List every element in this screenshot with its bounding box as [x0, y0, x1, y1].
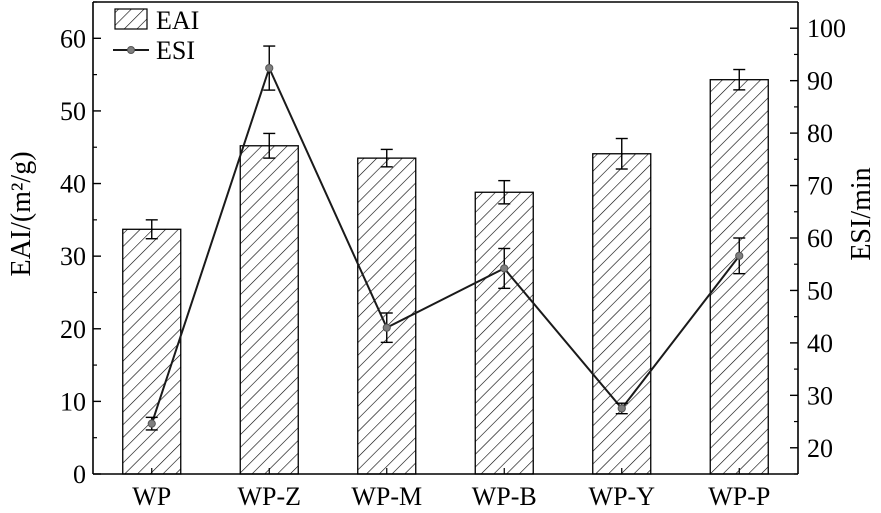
x-tick-label: WP-Y	[589, 482, 656, 511]
y-axis-title-left: EAI/(m²/g)	[6, 151, 37, 276]
y-axis-title-right: ESI/min	[846, 167, 877, 260]
esi-point-3	[500, 264, 509, 273]
y-tick-label-right: 20	[807, 434, 833, 463]
esi-point-5	[735, 251, 744, 260]
y-tick-label-left: 40	[60, 170, 86, 199]
legend-label-esi: ESI	[156, 36, 195, 65]
y-tick-label-right: 30	[807, 381, 833, 410]
y-tick-label-right: 60	[807, 224, 833, 253]
x-tick-label: WP-B	[472, 482, 537, 511]
bar-eai-wp-y	[592, 153, 652, 475]
bar-eai-wp-z	[239, 145, 299, 475]
esi-point-2	[382, 323, 391, 332]
y-tick-label-left: 50	[60, 97, 86, 126]
esi-line	[150, 65, 741, 424]
legend-swatch-eai	[114, 8, 148, 30]
y-tick-label-right: 90	[807, 67, 833, 96]
y-tick-label-right: 80	[807, 119, 833, 148]
x-tick-label: WP	[132, 482, 171, 511]
y-tick-label-left: 10	[60, 387, 86, 416]
x-tick-label: WP-M	[351, 482, 422, 511]
legend-label-eai: EAI	[156, 6, 199, 35]
legend-marker-esi	[127, 46, 135, 54]
y-tick-label-right: 40	[807, 329, 833, 358]
y-tick-label-left: 0	[73, 460, 86, 489]
y-tick-label-right: 50	[807, 276, 833, 305]
x-tick-label: WP-P	[708, 482, 770, 511]
esi-point-1	[265, 63, 274, 73]
bar-eai-wp	[122, 228, 182, 475]
esi-point-4	[617, 404, 626, 413]
bar-eai-wp-p	[709, 79, 769, 475]
legend: EAI ESI	[113, 6, 199, 65]
y-tick-label-left: 30	[60, 242, 86, 271]
plot-area: 0 10 20 30 40 50 60 20 30 40 50 60 70 80 90 100 WP WP-Z WP…	[60, 1, 846, 511]
bar-eai-wp-b	[474, 191, 534, 475]
y-tick-label-left: 20	[60, 315, 86, 344]
y-tick-label-right: 70	[807, 172, 833, 201]
y-tick-label-right: 100	[807, 14, 846, 43]
y-tick-label-left: 60	[60, 24, 86, 53]
esi-point-0	[147, 419, 156, 428]
x-tick-label: WP-Z	[237, 482, 301, 511]
